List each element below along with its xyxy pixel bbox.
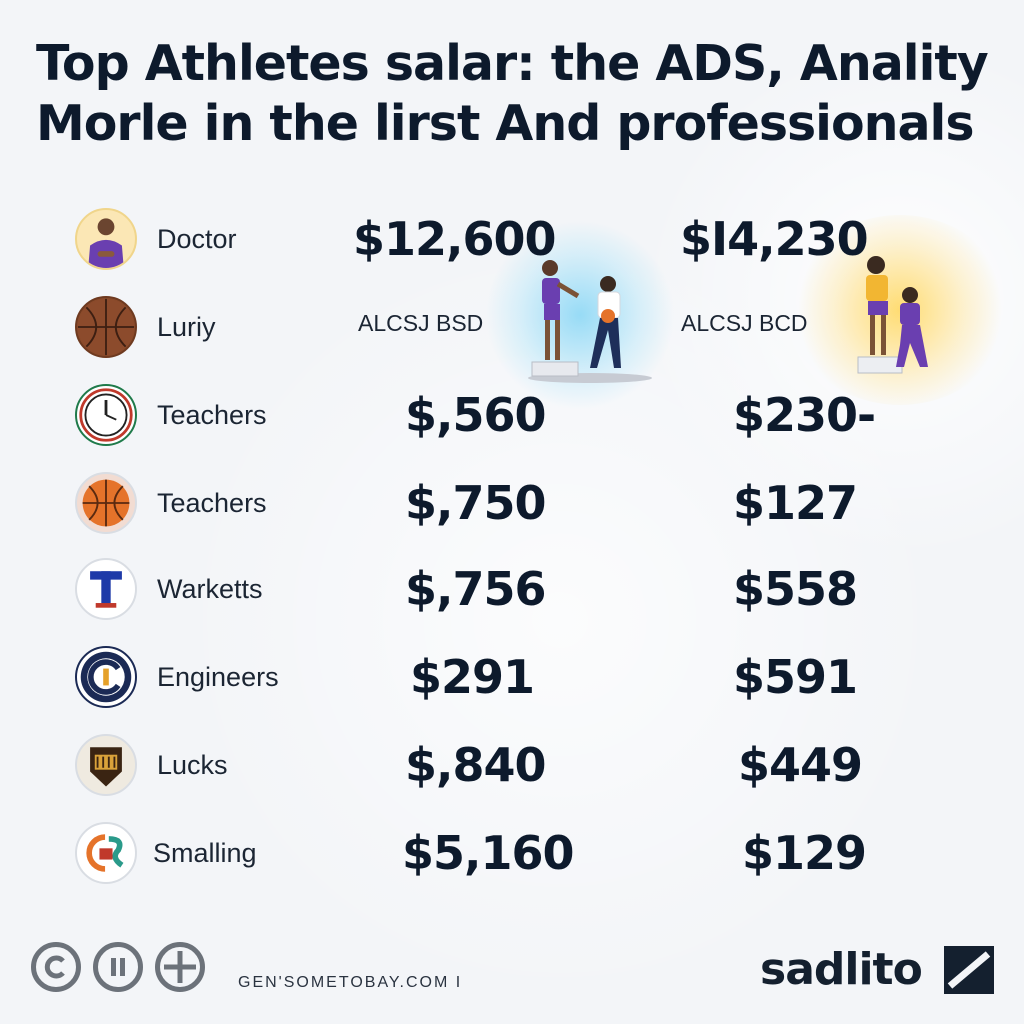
row-value-col2: $558	[733, 562, 858, 616]
row-value-col2: $127	[733, 476, 858, 530]
title-line-1: Top Athletes salar: the ADS, Anality	[36, 35, 989, 92]
row-value-col2: $230-	[733, 388, 876, 442]
list-item: Luriy ALCSJ BSD ALCSJ BCD	[0, 284, 1024, 370]
basketball-icon	[75, 296, 137, 358]
column-subheader-2: ALCSJ BCD	[681, 310, 808, 336]
list-item: Lucks $,840 $449	[0, 722, 1024, 808]
column-subheader-1: ALCSJ BSD	[358, 310, 484, 336]
row-label: Engineers	[157, 662, 279, 692]
row-label: Doctor	[157, 224, 237, 254]
row-value-col2: $591	[733, 650, 858, 704]
list-item: Smalling $5,160 $129	[0, 810, 1024, 896]
row-value-col2: $I4,230	[680, 212, 869, 266]
row-value-col1: $,750	[405, 476, 547, 530]
athletes-basketball-illustration	[510, 250, 670, 410]
row-label: Smalling	[153, 838, 257, 868]
slash-square-icon	[944, 946, 994, 994]
brand-logo-text: sadlito	[760, 944, 923, 995]
row-value-col1: $12,600	[353, 212, 557, 266]
footer-url[interactable]: GEN'SOMETOBAY.COM I	[238, 974, 463, 991]
row-value-col1: $,756	[405, 562, 547, 616]
row-value-col2: $129	[742, 826, 867, 880]
row-label: Luriy	[157, 312, 216, 342]
list-item: Doctor $12,600 $I4,230	[0, 196, 1024, 282]
list-item: Warketts $,756 $558	[0, 546, 1024, 632]
list-item: Teachers $,750 $127	[0, 460, 1024, 546]
doctor-avatar-icon	[75, 208, 137, 270]
c-logo-icon	[75, 646, 137, 708]
clock-icon	[75, 384, 137, 446]
page-title: Top Athletes salar: the ADS, Anality Mor…	[36, 34, 996, 154]
list-item: Engineers $291 $591	[0, 634, 1024, 720]
row-value-col1: $5,160	[402, 826, 575, 880]
athletes-podium-illustration	[850, 245, 1010, 405]
row-label: Warketts	[157, 574, 263, 604]
row-value-col1: $291	[410, 650, 535, 704]
shield-crest-icon	[75, 734, 137, 796]
row-value-col2: $449	[738, 738, 863, 792]
title-line-2: Morle in the lirst And professionals	[36, 95, 975, 152]
crosshair-icon[interactable]	[155, 942, 205, 992]
row-value-col1: $,560	[405, 388, 547, 442]
gs-logo-icon	[75, 822, 137, 884]
letter-t-logo-icon	[75, 558, 137, 620]
row-value-col1: $,840	[405, 738, 547, 792]
pause-icon[interactable]	[93, 942, 143, 992]
copyright-icon[interactable]	[31, 942, 81, 992]
row-label: Teachers	[157, 488, 267, 518]
row-label: Teachers	[157, 400, 267, 430]
row-label: Lucks	[157, 750, 228, 780]
list-item: Teachers $,560 $230-	[0, 372, 1024, 458]
basketball-icon	[75, 472, 137, 534]
